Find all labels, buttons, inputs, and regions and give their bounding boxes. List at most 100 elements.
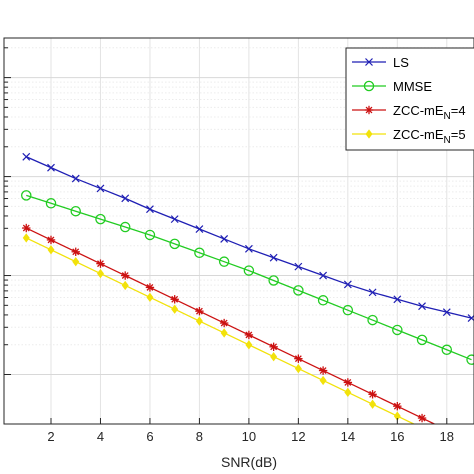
data-point	[195, 306, 204, 316]
legend-entry: LS	[352, 55, 409, 70]
data-point	[47, 163, 55, 172]
data-point	[144, 229, 156, 241]
data-point	[119, 221, 131, 233]
data-point	[170, 215, 179, 224]
data-point	[96, 184, 105, 193]
data-point	[270, 352, 278, 362]
x-tick-label: 12	[291, 429, 305, 444]
data-point	[121, 280, 129, 291]
data-point	[218, 256, 230, 267]
grid-lines	[4, 38, 474, 424]
data-point	[245, 340, 253, 350]
data-point	[417, 413, 427, 423]
data-point	[96, 259, 105, 268]
data-point	[369, 399, 377, 409]
data-point	[343, 378, 353, 387]
data-point	[441, 344, 453, 356]
series-1	[22, 152, 474, 323]
series-group	[21, 152, 474, 456]
legend-entry: ZCC-mEN=5	[352, 127, 466, 146]
data-point	[22, 223, 31, 233]
legend-label: LS	[393, 55, 409, 70]
data-point	[194, 247, 205, 259]
data-point	[220, 328, 228, 338]
data-point	[45, 198, 57, 209]
data-point	[393, 401, 402, 411]
x-tick-label: 2	[47, 429, 54, 444]
data-point	[393, 295, 402, 304]
data-point	[344, 387, 352, 397]
x-tick-label: 4	[97, 429, 104, 444]
data-point	[318, 366, 328, 375]
series-3	[22, 223, 474, 446]
data-point	[368, 390, 377, 399]
legend: LS MMSE ZCC-mEN=4 ZCC-mEN=5	[345, 47, 474, 151]
data-point	[95, 213, 106, 225]
data-point	[442, 308, 451, 317]
data-point	[319, 271, 328, 280]
data-point	[171, 304, 179, 314]
data-point	[243, 265, 255, 276]
data-point	[146, 292, 154, 302]
data-point	[146, 205, 154, 214]
data-point	[169, 238, 180, 250]
plot-frame	[3, 37, 474, 425]
data-point	[71, 247, 80, 256]
data-point	[418, 302, 426, 311]
data-point	[319, 375, 327, 386]
x-tick-label: 16	[390, 429, 404, 444]
data-point	[96, 268, 104, 279]
data-point	[47, 245, 55, 255]
data-point	[244, 330, 254, 340]
series-line	[26, 194, 472, 361]
data-point	[342, 304, 354, 316]
data-point	[469, 448, 474, 456]
x-tick-label: 8	[196, 429, 203, 444]
data-point	[466, 354, 474, 365]
x-tick-label: 10	[242, 429, 256, 444]
data-point	[467, 438, 474, 446]
data-point	[392, 324, 403, 336]
data-point	[121, 271, 130, 280]
data-point	[421, 423, 423, 424]
data-point	[294, 363, 302, 374]
data-point	[145, 283, 155, 292]
x-tick-label: 18	[440, 429, 454, 444]
series-2	[21, 190, 474, 365]
data-point	[416, 334, 428, 346]
x-axis-label: SNR(dB)	[221, 454, 277, 470]
data-point	[294, 262, 303, 271]
data-point	[268, 275, 279, 286]
data-point	[195, 225, 204, 233]
data-point	[121, 194, 130, 203]
data-point	[294, 354, 303, 363]
data-point	[343, 280, 352, 289]
data-point	[22, 233, 30, 243]
data-point	[293, 285, 304, 296]
data-point	[46, 235, 56, 245]
data-point	[71, 174, 80, 183]
legend-entry: MMSE	[352, 79, 432, 94]
data-point	[22, 152, 31, 161]
data-point	[269, 342, 278, 351]
data-point	[195, 316, 203, 326]
data-point	[367, 314, 378, 326]
legend-label: MMSE	[393, 79, 432, 94]
legend-box	[345, 47, 474, 151]
data-point	[170, 295, 179, 304]
data-point	[219, 318, 229, 328]
data-point	[317, 295, 329, 306]
x-axis-ticks: 2 4 6 8 10 12 14 16 18	[47, 418, 454, 444]
legend-entry: ZCC-mEN=4	[352, 103, 466, 122]
data-point	[368, 288, 377, 297]
data-point	[70, 205, 81, 217]
data-point	[72, 257, 80, 267]
legend-label: ZCC-mEN=4	[393, 103, 466, 122]
data-point	[220, 234, 229, 243]
data-point	[244, 244, 253, 253]
x-tick-label: 14	[341, 429, 355, 444]
series-4	[22, 233, 474, 456]
data-point	[269, 253, 278, 262]
data-point	[21, 190, 32, 201]
